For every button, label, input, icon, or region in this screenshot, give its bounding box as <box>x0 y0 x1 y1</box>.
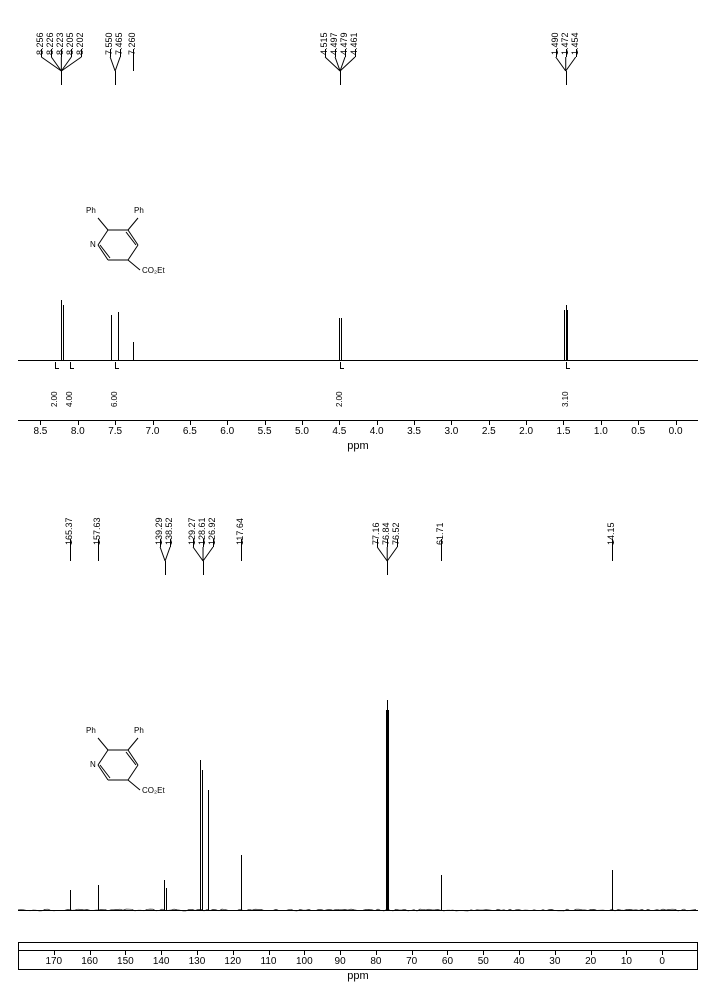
axis-tick-label: 5.5 <box>258 426 272 437</box>
peak-label: 8.256 <box>35 32 45 55</box>
peak-label: 4.515 <box>319 32 329 55</box>
peak-label: 4.497 <box>329 32 339 55</box>
peak <box>388 710 389 910</box>
peak-label: 1.454 <box>570 32 580 55</box>
peak-label: 7.260 <box>127 32 137 55</box>
axis-tick-label: 1.5 <box>557 426 571 437</box>
axis-tick-label: 120 <box>224 956 241 967</box>
axis-tick-label: 8.5 <box>33 426 47 437</box>
peak-label: 7.550 <box>104 32 114 55</box>
axis-tick-label: 70 <box>406 956 417 967</box>
peak <box>118 312 119 360</box>
peak-label: 1.490 <box>550 32 560 55</box>
axis-tick-label: 90 <box>335 956 346 967</box>
peak <box>200 760 201 910</box>
axis-tick-label: 6.0 <box>220 426 234 437</box>
axis-tick-label: 130 <box>189 956 206 967</box>
axis-tick-label: 40 <box>513 956 524 967</box>
peak-label: 8.223 <box>55 32 65 55</box>
axis-tick-label: 0.5 <box>631 426 645 437</box>
axis-tick-label: 170 <box>45 956 62 967</box>
axis-tick-label: 150 <box>117 956 134 967</box>
integral-label: 2.00 <box>335 391 344 407</box>
axis-tick-label: 160 <box>81 956 98 967</box>
peak <box>567 310 568 360</box>
axis-tick-label: 3.5 <box>407 426 421 437</box>
axis-tick-label: 0 <box>659 956 665 967</box>
axis-tick-label: 4.0 <box>370 426 384 437</box>
axis-tick-label: 5.0 <box>295 426 309 437</box>
axis-tick-label: 50 <box>478 956 489 967</box>
peak <box>111 315 112 360</box>
axis-tick-label: 100 <box>296 956 313 967</box>
axis-tick-label: 3.0 <box>444 426 458 437</box>
peak <box>166 888 167 910</box>
axis-tick-label: 60 <box>442 956 453 967</box>
axis-label: ppm <box>347 440 368 452</box>
axis-tick-label: 80 <box>370 956 381 967</box>
peak <box>133 342 134 360</box>
axis-tick-label: 0.0 <box>669 426 683 437</box>
peak-label: 4.461 <box>349 32 359 55</box>
peak <box>164 880 165 910</box>
peak <box>208 790 209 910</box>
peak-label: 1.472 <box>560 32 570 55</box>
integral-label: 3.10 <box>561 391 570 407</box>
axis-tick-label: 2.5 <box>482 426 496 437</box>
axis-tick-label: 140 <box>153 956 170 967</box>
h1-nmr-spectrum: 8.2568.2268.2238.2058.202 7.5507.4657.260… <box>18 0 698 480</box>
h1-molecule: N Ph Ph CO₂Et <box>68 200 188 290</box>
c13-nmr-spectrum: 165.37157.63139.29138.52129.27128.61126.… <box>18 490 698 990</box>
peak <box>241 855 242 910</box>
axis-tick-label: 6.5 <box>183 426 197 437</box>
axis-tick-label: 10 <box>621 956 632 967</box>
integral-label: 2.00 <box>50 391 59 407</box>
peak-label: 8.205 <box>65 32 75 55</box>
peak <box>70 890 71 910</box>
axis-tick-label: 110 <box>261 956 277 967</box>
peak-label: 8.226 <box>45 32 55 55</box>
peak-label: 8.202 <box>75 32 85 55</box>
axis-tick-label: 4.5 <box>332 426 346 437</box>
axis-tick-label: 1.0 <box>594 426 608 437</box>
peak <box>202 770 203 910</box>
peak <box>98 885 99 910</box>
axis-tick-label: 20 <box>585 956 596 967</box>
peak <box>612 870 613 910</box>
axis-tick-label: 7.5 <box>108 426 122 437</box>
integral-label: 4.00 <box>65 391 74 407</box>
axis-tick-label: 30 <box>549 956 560 967</box>
peak-label: 7.465 <box>114 32 124 55</box>
axis-label: ppm <box>347 970 368 982</box>
peak-label: 4.479 <box>339 32 349 55</box>
peak <box>63 305 64 360</box>
axis-tick-label: 2.0 <box>519 426 533 437</box>
peak <box>441 875 442 910</box>
integral-label: 6.00 <box>110 391 119 407</box>
axis-tick-label: 7.0 <box>146 426 160 437</box>
axis-tick-label: 8.0 <box>71 426 85 437</box>
peak <box>341 318 342 360</box>
